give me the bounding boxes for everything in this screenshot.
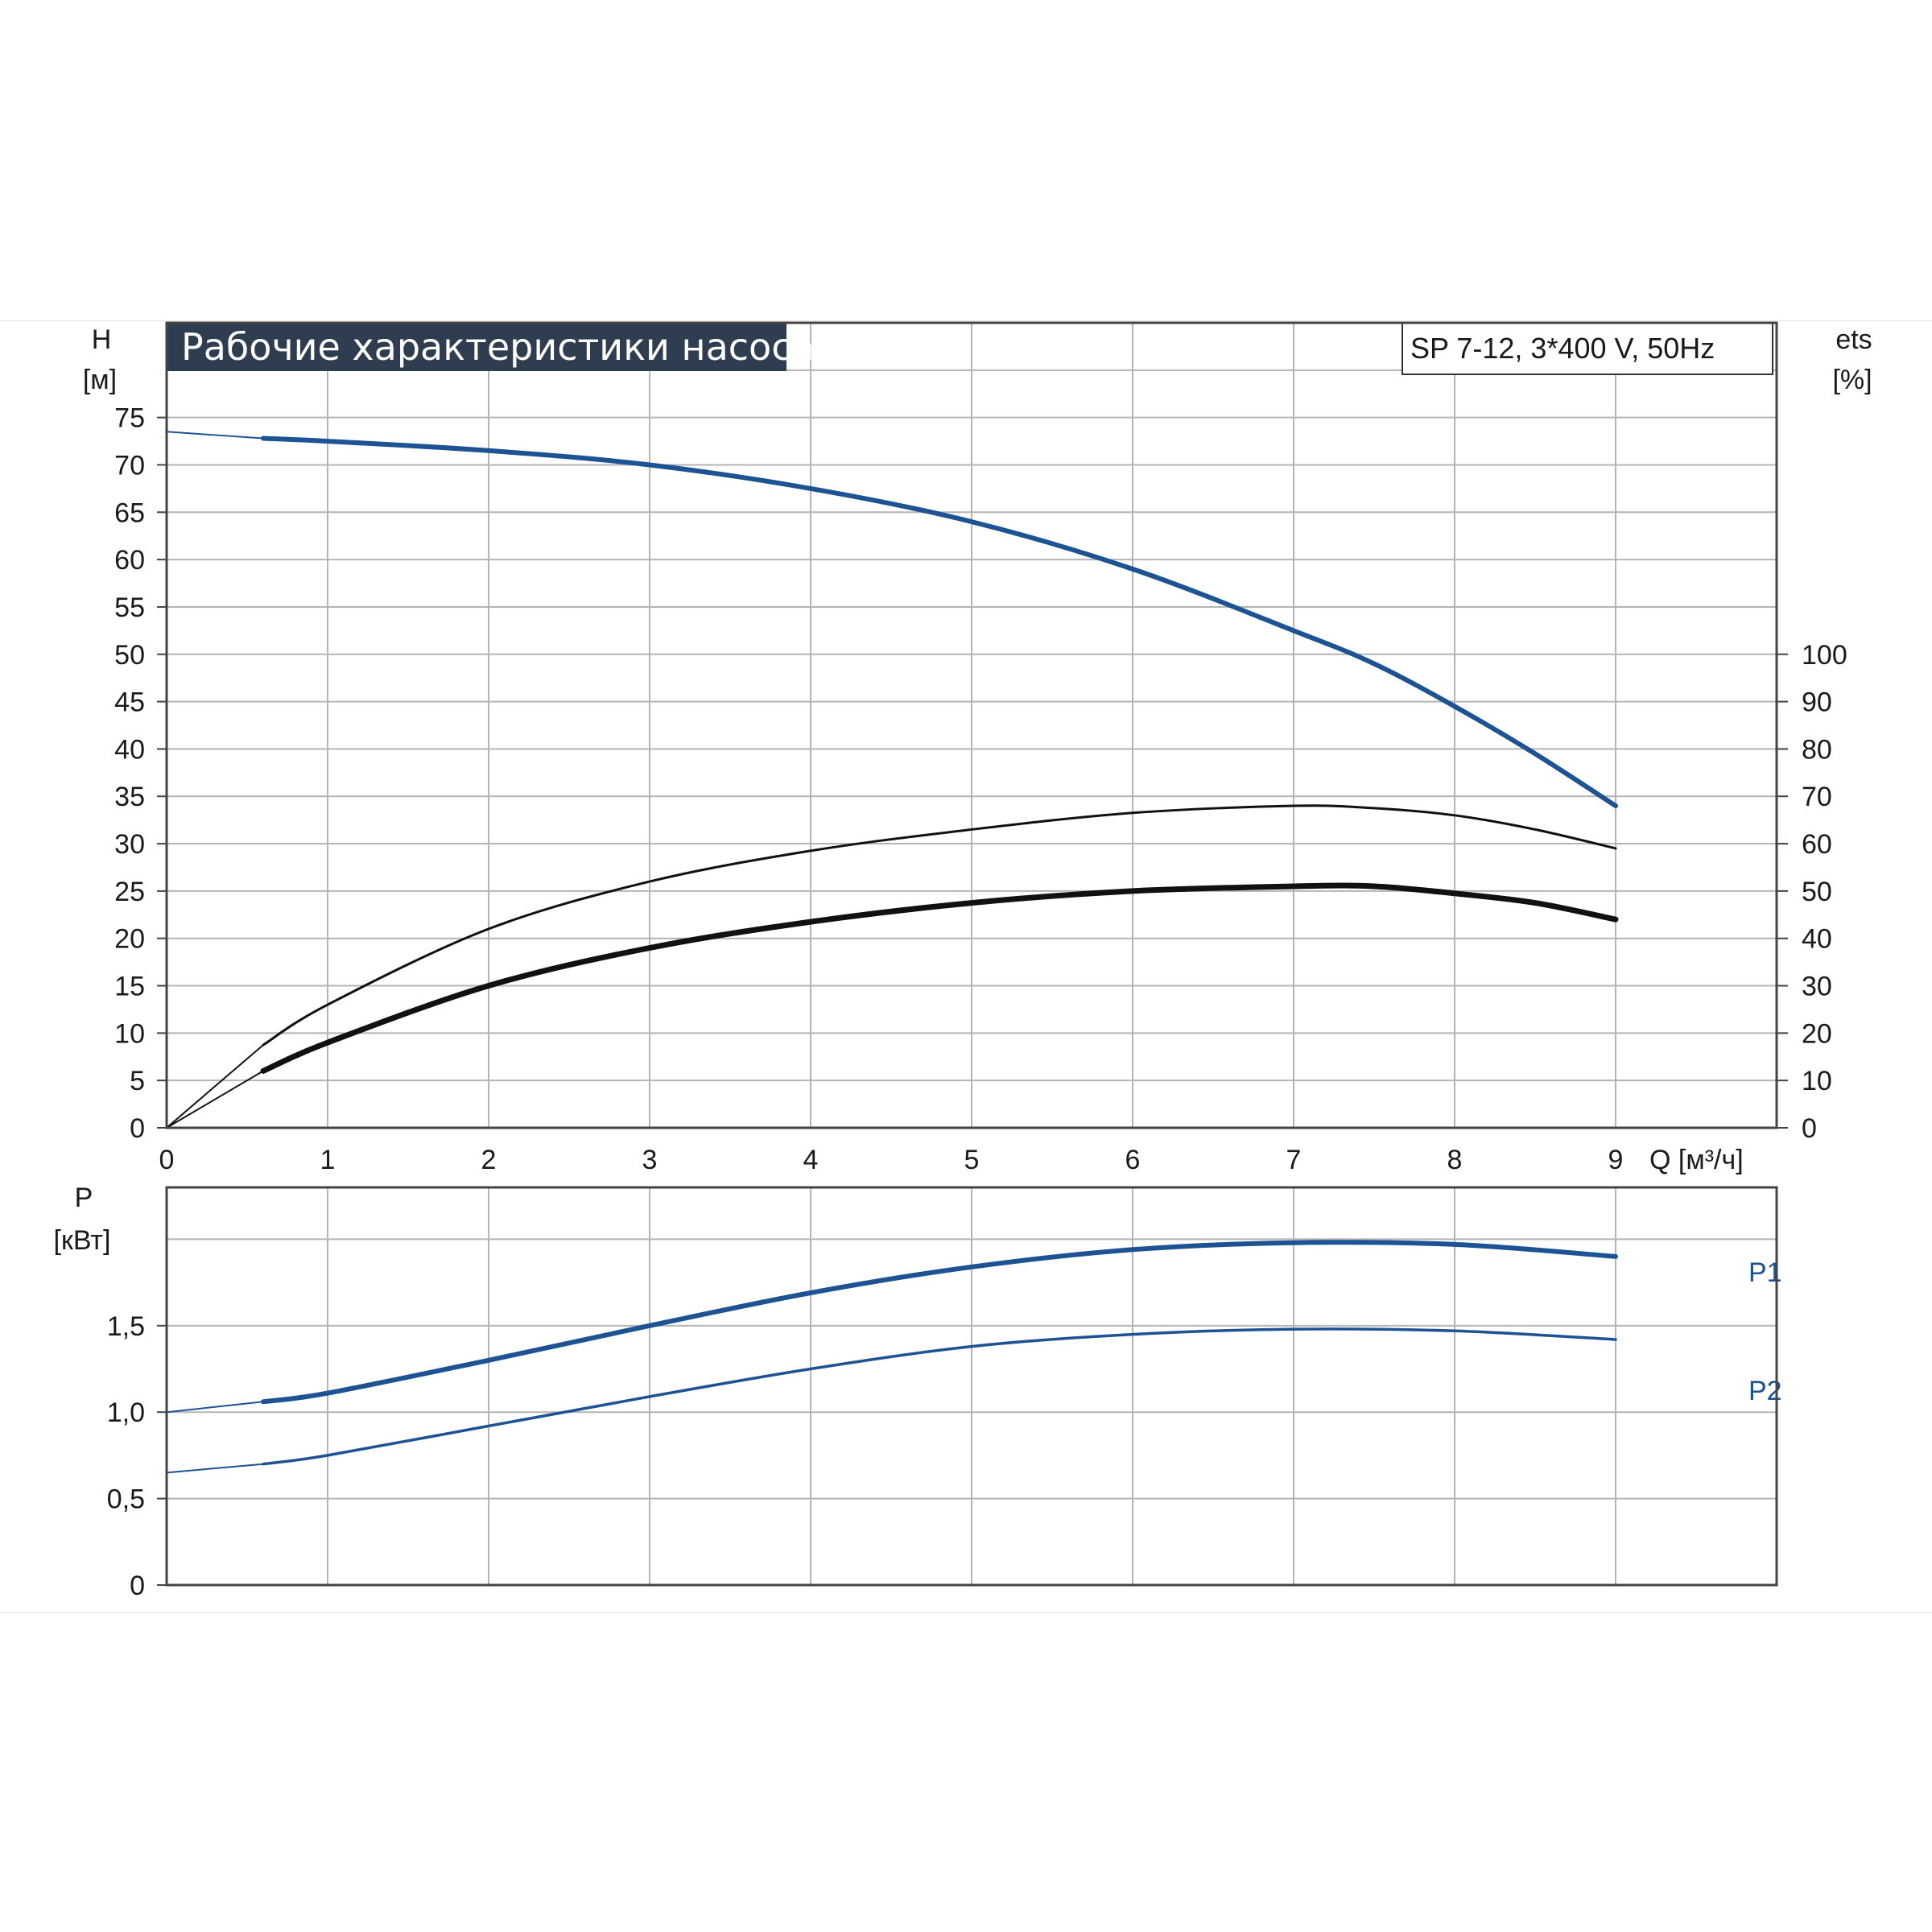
y-right-tick-label: 40 [1802,924,1832,955]
y-left-tick-label: 20 [114,924,145,955]
y-left-tick-label: 65 [114,497,145,528]
y-right-tick-label: 90 [1802,687,1832,718]
y-right-label-symbol: ets [1835,324,1872,355]
y-right-tick-label: 30 [1802,972,1832,1002]
y-left-tick-label: 55 [114,592,145,623]
curves [166,431,1619,1474]
title-banner [167,323,786,371]
y-right-label-unit: [%] [1832,365,1872,395]
power-p2-curve [262,1327,1617,1466]
x-tick-label: 7 [1286,1145,1302,1175]
x-tick-label: 3 [642,1145,658,1175]
head-curve-start [166,431,264,440]
x-tick-label: 9 [1608,1145,1624,1175]
efficiency-curve-thick [260,882,1619,1074]
power-p2-curve-start [166,1463,264,1474]
y-left-tick-label: 5 [130,1066,145,1096]
upper-grid [167,323,1777,1128]
y-left-tick-label: 15 [114,972,145,1002]
y-left-tick-label: 45 [114,687,145,718]
upper-plot-frame [165,321,1778,1129]
y-left-tick-label: 70 [114,450,145,481]
y-left-tick-label: 75 [114,403,145,434]
y-right-tick-label: 50 [1802,877,1832,907]
y-right-tick-label: 70 [1802,782,1832,812]
x-tick-label: 4 [803,1145,819,1175]
efficiency-curve-thick-start [166,1070,264,1129]
model-box [1402,322,1773,375]
y-left-tick-label: 10 [114,1018,145,1049]
p-tick-label: 0 [130,1571,145,1601]
pump-performance-chart: 0 1 2 3 4 5 6 7 8 9051015202530354045505560657075… [54,321,1872,1601]
y-right-tick-label: 20 [1802,1018,1832,1049]
y-left-tick-label: 35 [114,782,145,812]
power-p1-curve [261,1240,1618,1405]
y-left-label-symbol: H [92,324,112,355]
x-tick-label: 0 [159,1145,175,1175]
y-left-tick-label: 50 [114,640,145,671]
y-right-tick-label: 60 [1802,829,1832,860]
x-tick-label: 5 [964,1145,980,1175]
x-axis-label: Q [м³/ч] [1649,1145,1744,1175]
y-left-tick-label: 0 [130,1113,145,1144]
y-right-tick-label: 10 [1802,1066,1832,1096]
p-axis-label-unit: [кВт] [54,1225,111,1256]
y-left-tick-label: 25 [114,877,145,907]
x-tick-label: 2 [481,1145,497,1175]
x-tick-label: 6 [1125,1145,1141,1175]
power-p1-curve-start [166,1401,264,1414]
y-left-tick-label: 30 [114,829,145,860]
efficiency-curve-thin [262,804,1617,1046]
p-tick-label: 1,0 [107,1397,145,1428]
y-left-label-unit: [м] [83,365,117,395]
efficiency-curve-thin-start [166,1044,264,1129]
model-label: SP 7-12, 3*400 V, 50Hz [1410,332,1715,365]
y-left-tick-label: 40 [114,734,145,765]
p-tick-label: 1,5 [107,1311,145,1342]
p-tick-label: 0,5 [107,1484,145,1515]
p-axis-label-symbol: P [75,1183,93,1213]
y-right-tick-label: 100 [1802,640,1847,671]
head-curve [261,436,1618,808]
lower-grid [167,1187,1777,1585]
y-left-tick-label: 60 [114,545,145,576]
chart-title: Рабочие характеристики насоса [181,325,815,369]
y-right-tick-label: 0 [1802,1113,1817,1144]
pump-curve-sheet: 0 1 2 3 4 5 6 7 8 9 0 5 10 15 20 25 30 35 40 45 50 55 60 65 70 75… [0,320,1932,1613]
lower-plot-frame [165,1186,1778,1587]
x-tick-label: 8 [1447,1145,1463,1175]
y-right-tick-label: 80 [1802,734,1832,765]
x-tick-label: 1 [320,1145,336,1175]
tick-labels: 0 1 2 3 4 5 6 7 8 9051015202530354045505560657075… [107,403,1847,1601]
